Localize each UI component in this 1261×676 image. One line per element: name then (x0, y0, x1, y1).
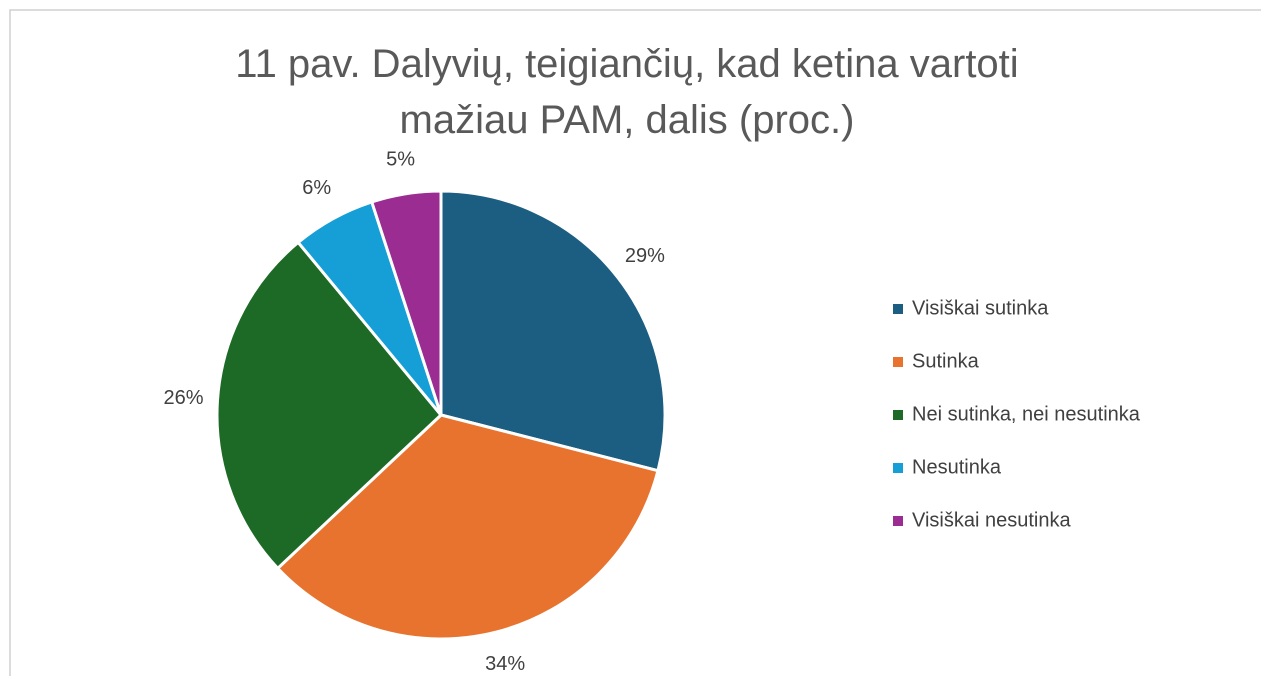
legend-label: Nesutinka (912, 456, 1002, 478)
legend-swatch (893, 516, 903, 526)
data-label: 34% (485, 653, 525, 675)
data-label: 29% (625, 245, 665, 267)
legend-swatch (893, 357, 903, 367)
legend-swatch (893, 304, 903, 314)
legend-label: Nei sutinka, nei nesutinka (912, 403, 1141, 425)
legend-swatch (893, 410, 903, 420)
data-label: 6% (302, 177, 331, 199)
pie-slice (275, 413, 660, 641)
legend-label: Sutinka (912, 350, 980, 372)
pie-slice (369, 189, 443, 416)
pie-slice (215, 240, 444, 571)
legend-label: Visiškai nesutinka (912, 509, 1071, 531)
data-label: 5% (386, 148, 415, 170)
pie-slice (439, 189, 667, 473)
chart-frame (9, 9, 1261, 676)
chart-title: 11 pav. Dalyvių, teigiančių, kad ketina … (235, 42, 1019, 142)
legend-swatch (893, 463, 903, 473)
legend-label: Visiškai sutinka (912, 297, 1049, 319)
data-label: 26% (163, 387, 203, 409)
